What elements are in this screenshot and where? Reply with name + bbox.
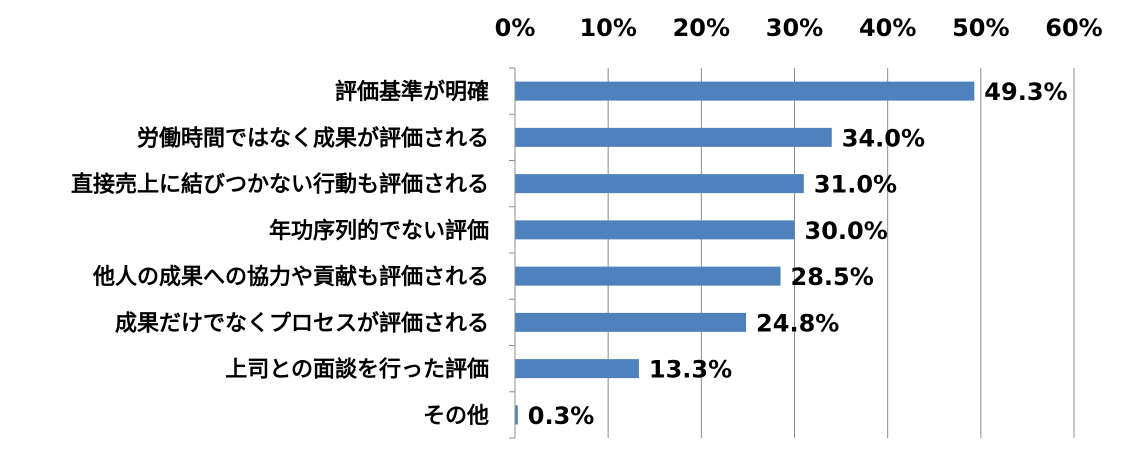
category-labels: 評価基準が明確労働時間ではなく成果が評価される直接売上に結びつかない行動も評価さ… bbox=[71, 79, 489, 429]
x-tick-label: 50% bbox=[952, 14, 1009, 42]
x-tick-label: 40% bbox=[859, 14, 916, 42]
data-label: 24.8% bbox=[756, 309, 839, 337]
data-label: 31.0% bbox=[814, 171, 897, 199]
category-label: その他 bbox=[423, 404, 489, 429]
grid-lines bbox=[509, 67, 1075, 439]
x-axis-tick-labels: 0% 10% 20% 30% 40% 50% 60% bbox=[495, 14, 1103, 42]
bars bbox=[515, 81, 975, 425]
x-tick-label: 10% bbox=[579, 14, 636, 42]
category-label: 直接売上に結びつかない行動も評価される bbox=[71, 172, 489, 198]
data-label: 34.0% bbox=[842, 124, 925, 152]
category-label: 年功序列的でない評価 bbox=[269, 218, 489, 244]
data-label: 13.3% bbox=[649, 356, 732, 384]
data-labels: 49.3% 34.0% 31.0% 30.0% 28.5% 24.8% 13.3% 0.3% bbox=[528, 78, 1068, 430]
x-tick-label: 0% bbox=[495, 14, 536, 42]
bar bbox=[515, 312, 747, 332]
category-label: 評価基準が明確 bbox=[335, 79, 489, 105]
data-label: 49.3% bbox=[984, 78, 1067, 106]
category-label: 成果だけでなくプロセスが評価される bbox=[115, 310, 489, 336]
bar bbox=[515, 220, 795, 240]
category-label: 他人の成果への協力や貢献も評価される bbox=[92, 264, 489, 290]
data-label: 0.3% bbox=[528, 402, 595, 430]
data-label: 28.5% bbox=[791, 263, 874, 291]
x-tick-label: 20% bbox=[673, 14, 730, 42]
bar bbox=[515, 174, 804, 194]
category-label: 上司との面談を行った評価 bbox=[225, 357, 489, 383]
bar bbox=[515, 127, 832, 147]
bar bbox=[515, 359, 639, 379]
x-tick-label: 30% bbox=[766, 14, 823, 42]
bar bbox=[515, 81, 975, 101]
bar bbox=[515, 266, 781, 286]
x-tick-label: 60% bbox=[1045, 14, 1102, 42]
data-label: 30.0% bbox=[805, 217, 888, 245]
bar bbox=[515, 405, 518, 425]
category-label: 労働時間ではなく成果が評価される bbox=[137, 125, 489, 151]
